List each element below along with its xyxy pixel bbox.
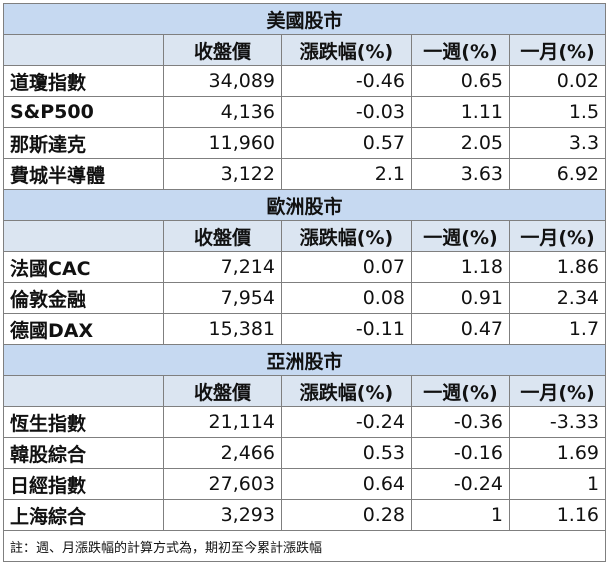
footnote-row: 註：週、月漲跌幅的計算方式為，期初至今累計漲跌幅 xyxy=(2,530,607,562)
change-value: 0.07 xyxy=(281,251,412,283)
month-value: 1.7 xyxy=(508,313,607,345)
table-row: 法國CAC 7,214 0.07 1.18 1.86 xyxy=(3,251,607,283)
month-value: 1.16 xyxy=(508,499,607,531)
close-value: 21,114 xyxy=(163,406,282,438)
week-header: 一週(%) xyxy=(411,220,510,252)
section-title: 亞洲股市 xyxy=(2,344,607,376)
index-name: 上海綜合 xyxy=(3,499,164,531)
index-name: 道瓊指數 xyxy=(3,65,164,97)
index-name: 德國DAX xyxy=(3,313,164,345)
close-header: 收盤價 xyxy=(163,220,282,252)
month-value: 2.34 xyxy=(508,282,607,314)
change-value: -0.24 xyxy=(281,406,412,438)
index-name: 恆生指數 xyxy=(3,406,164,438)
change-header: 漲跌幅(%) xyxy=(281,220,412,252)
table-row: 日經指數 27,603 0.64 -0.24 1 xyxy=(3,468,607,500)
table-row: 倫敦金融 7,954 0.08 0.91 2.34 xyxy=(3,282,607,314)
index-name: 那斯達克 xyxy=(3,127,164,159)
index-name: S&P500 xyxy=(3,96,164,128)
footnote: 註：週、月漲跌幅的計算方式為，期初至今累計漲跌幅 xyxy=(2,530,607,562)
change-value: -0.11 xyxy=(281,313,412,345)
table-row: S&P500 4,136 -0.03 1.11 1.5 xyxy=(3,96,607,128)
index-name: 韓股綜合 xyxy=(3,437,164,469)
table-row: 道瓊指數 34,089 -0.46 0.65 0.02 xyxy=(3,65,607,97)
month-value: 1.5 xyxy=(508,96,607,128)
header-blank xyxy=(3,220,164,252)
table-row: 那斯達克 11,960 0.57 2.05 3.3 xyxy=(3,127,607,159)
close-value: 3,293 xyxy=(163,499,282,531)
week-value: -0.16 xyxy=(411,437,510,469)
table-row: 韓股綜合 2,466 0.53 -0.16 1.69 xyxy=(3,437,607,469)
week-value: 3.63 xyxy=(411,158,510,190)
change-header: 漲跌幅(%) xyxy=(281,375,412,407)
week-value: 1.11 xyxy=(411,96,510,128)
index-name: 日經指數 xyxy=(3,468,164,500)
week-value: 2.05 xyxy=(411,127,510,159)
close-header: 收盤價 xyxy=(163,34,282,66)
change-value: 2.1 xyxy=(281,158,412,190)
month-value: 1.69 xyxy=(508,437,607,469)
change-value: 0.08 xyxy=(281,282,412,314)
index-name: 法國CAC xyxy=(3,251,164,283)
table-row: 費城半導體 3,122 2.1 3.63 6.92 xyxy=(3,158,607,190)
month-value: 6.92 xyxy=(508,158,607,190)
section-title-row: 歐洲股市 xyxy=(2,189,607,221)
table-row: 上海綜合 3,293 0.28 1 1.16 xyxy=(3,499,607,531)
month-header: 一月(%) xyxy=(508,34,607,66)
table-row: 德國DAX 15,381 -0.11 0.47 1.7 xyxy=(3,313,607,345)
close-value: 34,089 xyxy=(163,65,282,97)
week-header: 一週(%) xyxy=(411,375,510,407)
week-value: 0.65 xyxy=(411,65,510,97)
week-value: 1.18 xyxy=(411,251,510,283)
close-value: 27,603 xyxy=(163,468,282,500)
change-value: -0.46 xyxy=(281,65,412,97)
week-value: -0.36 xyxy=(411,406,510,438)
close-value: 2,466 xyxy=(163,437,282,469)
close-value: 3,122 xyxy=(163,158,282,190)
close-value: 15,381 xyxy=(163,313,282,345)
change-value: 0.28 xyxy=(281,499,412,531)
section-title-row: 美國股市 xyxy=(2,3,607,35)
week-header: 一週(%) xyxy=(411,34,510,66)
week-value: -0.24 xyxy=(411,468,510,500)
month-header: 一月(%) xyxy=(508,375,607,407)
header-blank xyxy=(3,375,164,407)
header-blank xyxy=(3,34,164,66)
section-title-row: 亞洲股市 xyxy=(2,344,607,376)
close-value: 7,214 xyxy=(163,251,282,283)
week-value: 1 xyxy=(411,499,510,531)
index-name: 費城半導體 xyxy=(3,158,164,190)
change-value: 0.53 xyxy=(281,437,412,469)
month-header: 一月(%) xyxy=(508,220,607,252)
column-header-row: 收盤價 漲跌幅(%) 一週(%) 一月(%) xyxy=(3,375,607,407)
column-header-row: 收盤價 漲跌幅(%) 一週(%) 一月(%) xyxy=(3,34,607,66)
table-row: 恆生指數 21,114 -0.24 -0.36 -3.33 xyxy=(3,406,607,438)
close-header: 收盤價 xyxy=(163,375,282,407)
change-header: 漲跌幅(%) xyxy=(281,34,412,66)
change-value: -0.03 xyxy=(281,96,412,128)
month-value: 1.86 xyxy=(508,251,607,283)
index-name: 倫敦金融 xyxy=(3,282,164,314)
month-value: 0.02 xyxy=(508,65,607,97)
month-value: 3.3 xyxy=(508,127,607,159)
month-value: -3.33 xyxy=(508,406,607,438)
column-header-row: 收盤價 漲跌幅(%) 一週(%) 一月(%) xyxy=(3,220,607,252)
change-value: 0.64 xyxy=(281,468,412,500)
section-title: 歐洲股市 xyxy=(2,189,607,221)
week-value: 0.47 xyxy=(411,313,510,345)
close-value: 7,954 xyxy=(163,282,282,314)
close-value: 11,960 xyxy=(163,127,282,159)
section-title: 美國股市 xyxy=(2,3,607,35)
close-value: 4,136 xyxy=(163,96,282,128)
week-value: 0.91 xyxy=(411,282,510,314)
stock-market-table: 美國股市 收盤價 漲跌幅(%) 一週(%) 一月(%) 道瓊指數 34,089 -0.46 0.… xyxy=(2,3,607,562)
month-value: 1 xyxy=(508,468,607,500)
change-value: 0.57 xyxy=(281,127,412,159)
